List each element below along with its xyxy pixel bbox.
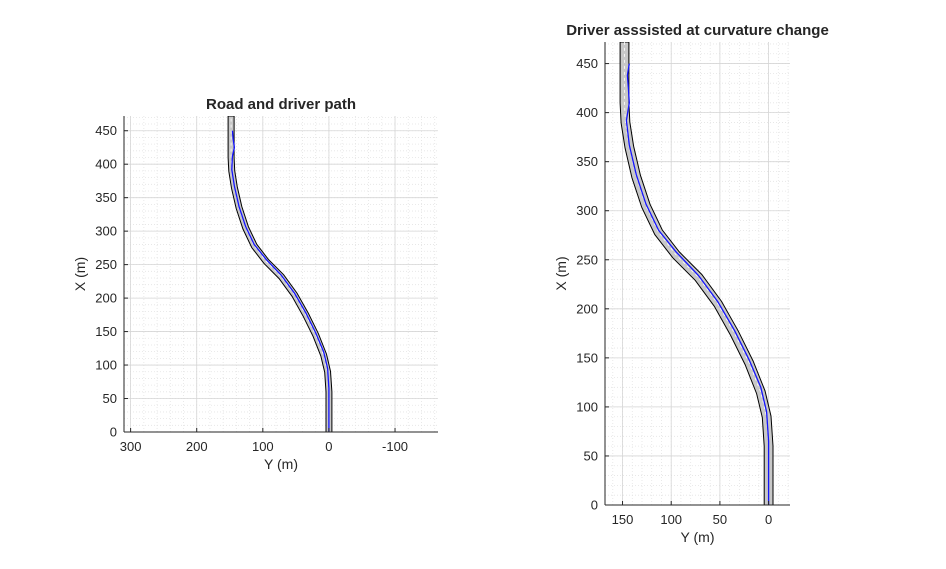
y-tick-label: 0 bbox=[591, 498, 598, 513]
axes-driver-assisted: 150 100 50 0 0 50 100 150 200 250 300 350 400 450 Driv… bbox=[553, 22, 829, 545]
x-axis-label: Y (m) bbox=[264, 456, 298, 472]
road-centerline bbox=[624, 42, 769, 505]
y-tick-label: 150 bbox=[95, 324, 117, 339]
y-axis-label: X (m) bbox=[553, 256, 569, 290]
y-tick-label: 450 bbox=[576, 56, 598, 71]
y-tick-label: 250 bbox=[95, 257, 117, 272]
x-tick-label: 200 bbox=[186, 439, 208, 454]
y-tick-label: 400 bbox=[576, 105, 598, 120]
x-tick-label: 50 bbox=[713, 512, 727, 527]
y-tick-label: 100 bbox=[95, 358, 117, 373]
y-tick-label: 50 bbox=[584, 448, 598, 463]
axes-road-and-driver-path: 300 200 100 0 -100 0 50 100 150 200 250 300 350 400 45… bbox=[72, 96, 438, 472]
x-tick-label: 150 bbox=[612, 512, 634, 527]
y-tick-label: 300 bbox=[576, 203, 598, 218]
y-tick-label: 200 bbox=[576, 301, 598, 316]
y-tick-label: 50 bbox=[103, 391, 117, 406]
x-tick-label: -100 bbox=[382, 439, 408, 454]
y-tick-label: 100 bbox=[576, 399, 598, 414]
x-tick-label: 100 bbox=[252, 439, 274, 454]
x-tick-label: 0 bbox=[325, 439, 332, 454]
y-axis-label: X (m) bbox=[72, 257, 88, 291]
chart-title: Road and driver path bbox=[206, 96, 356, 113]
y-tick-label: 0 bbox=[110, 425, 117, 440]
x-tick-label: 300 bbox=[120, 439, 142, 454]
y-tick-label: 300 bbox=[95, 224, 117, 239]
y-tick-label: 400 bbox=[95, 157, 117, 172]
chart-title: Driver asssisted at curvature change bbox=[566, 22, 829, 39]
driver-path-line bbox=[625, 63, 770, 505]
y-tick-label: 250 bbox=[576, 252, 598, 267]
y-tick-label: 200 bbox=[95, 291, 117, 306]
y-tick-label: 350 bbox=[576, 154, 598, 169]
y-tick-label: 350 bbox=[95, 190, 117, 205]
x-axis-label: Y (m) bbox=[681, 529, 715, 545]
y-tick-label: 150 bbox=[576, 350, 598, 365]
y-tick-label: 450 bbox=[95, 123, 117, 138]
x-tick-label: 0 bbox=[765, 512, 772, 527]
x-tick-label: 100 bbox=[660, 512, 682, 527]
driver-path-line bbox=[231, 130, 330, 432]
